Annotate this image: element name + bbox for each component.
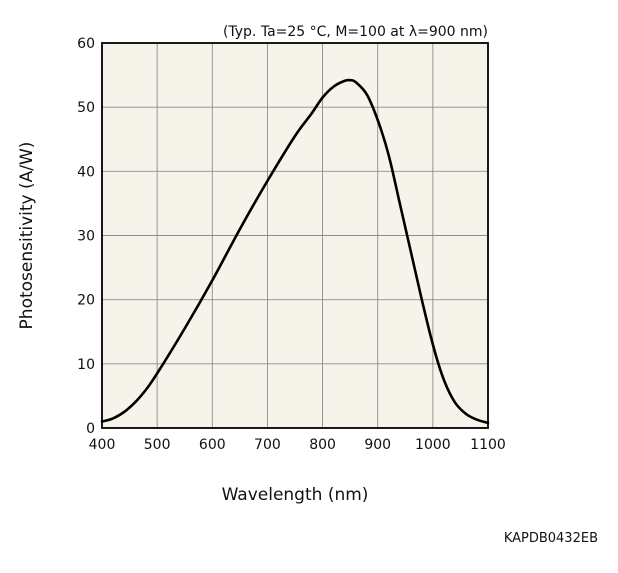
- y-tick-label: 40: [77, 164, 95, 180]
- y-tick-label: 30: [77, 229, 95, 245]
- y-tick-label: 60: [77, 36, 95, 52]
- y-tick-label: 20: [77, 293, 95, 309]
- condition-note: (Typ. Ta=25 °C, M=100 at λ=900 nm): [223, 24, 488, 40]
- x-tick-label: 600: [199, 437, 226, 453]
- x-tick-label: 800: [309, 437, 336, 453]
- plot-frame: [101, 42, 489, 429]
- x-tick-label: 1100: [470, 437, 506, 453]
- y-tick-label: 10: [77, 357, 95, 373]
- x-tick-label: 700: [254, 437, 281, 453]
- x-tick-label: 900: [364, 437, 391, 453]
- axis-ticks: 400 500 600 700 800 900 1000 1100 0 10 20 30 40 50 60: [77, 36, 506, 453]
- y-tick-label: 0: [86, 421, 95, 437]
- figure-code: KAPDB0432EB: [504, 531, 598, 546]
- y-tick-label: 50: [77, 100, 95, 116]
- x-axis-label: Wavelength (nm): [222, 485, 369, 505]
- grid-lines: [102, 43, 488, 428]
- photosensitivity-curve: [100, 78, 490, 425]
- x-tick-label: 1000: [415, 437, 451, 453]
- x-tick-label: 500: [144, 437, 171, 453]
- y-axis-label: Photosensitivity (A/W): [17, 142, 37, 330]
- x-tick-label: 400: [89, 437, 116, 453]
